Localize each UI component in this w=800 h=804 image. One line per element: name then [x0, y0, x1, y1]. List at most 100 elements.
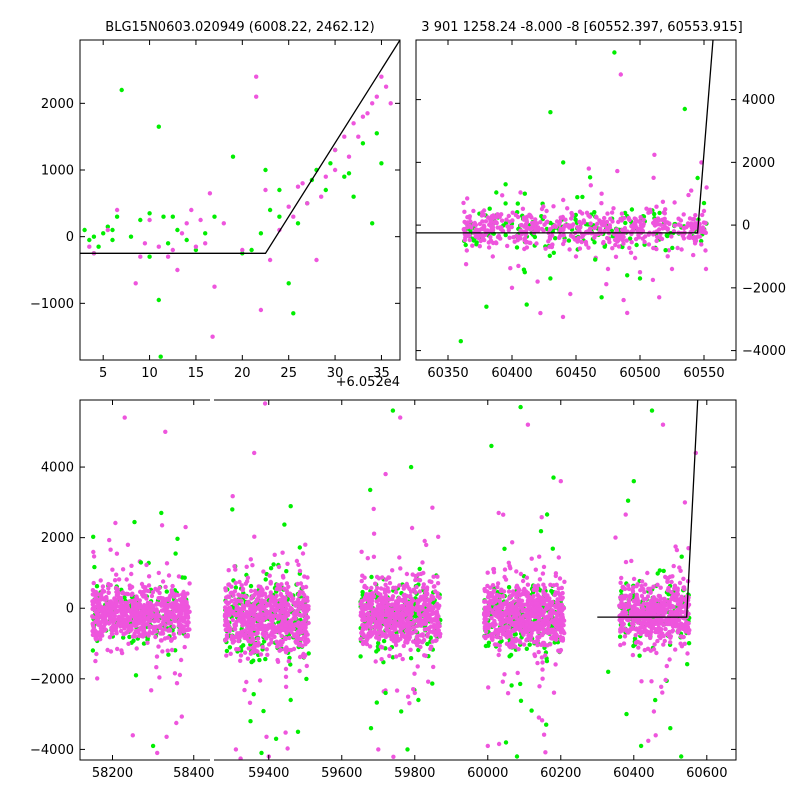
full-cluster-point-magenta — [654, 651, 658, 655]
full-cluster-point-magenta — [405, 572, 409, 576]
full-cluster-point-magenta — [543, 593, 547, 597]
full-cluster-point-magenta — [436, 624, 440, 628]
full-cluster-point-magenta — [524, 623, 528, 627]
full-cluster-point-magenta — [375, 586, 379, 590]
recent-cluster-point-magenta — [636, 227, 640, 231]
full-cluster-point-magenta — [541, 571, 545, 575]
full-cluster-point-green — [257, 658, 261, 662]
full-cluster-point-magenta — [519, 572, 523, 576]
full-cluster-point-magenta — [227, 606, 231, 610]
recent-cluster-point-magenta — [468, 219, 472, 223]
full-cluster-point-magenta — [533, 626, 537, 630]
full-cluster-point-magenta — [511, 629, 515, 633]
recent-cluster-point-magenta — [672, 200, 676, 204]
full-cluster-point-magenta — [164, 735, 168, 739]
full-cluster-point-magenta — [683, 642, 687, 646]
full-cluster-point-magenta — [434, 639, 438, 643]
full-cluster-point-magenta — [558, 593, 562, 597]
zoom-point-green — [159, 355, 163, 359]
full-cluster-point-magenta — [555, 633, 559, 637]
zoom-point-green — [185, 238, 189, 242]
full-cluster-point-green — [175, 537, 179, 541]
full-cluster-point-magenta — [482, 634, 486, 638]
full-cluster-point-magenta — [186, 633, 190, 637]
full-cluster-point-magenta — [560, 597, 564, 601]
recent-cluster-point-green — [588, 175, 592, 179]
full-cluster-point-magenta — [107, 538, 111, 542]
full-cluster-point-magenta — [372, 555, 376, 559]
zoom-point-green — [277, 215, 281, 219]
full-cluster-point-magenta — [372, 609, 376, 613]
full-cluster-point-magenta — [251, 610, 255, 614]
recent-cluster-point-magenta — [661, 200, 665, 204]
full-cluster-point-magenta — [231, 618, 235, 622]
full-cluster-point-magenta — [147, 631, 151, 635]
full-cluster-point-magenta — [410, 526, 414, 530]
full-cluster-point-magenta — [150, 594, 154, 598]
full-cluster-point-magenta — [129, 593, 133, 597]
recent-cluster-point-magenta — [578, 246, 582, 250]
recent-point-green — [599, 295, 603, 299]
recent-cluster-point-magenta — [664, 226, 668, 230]
full-cluster-point-magenta — [92, 581, 96, 585]
recent-point-magenta — [465, 196, 469, 200]
full-cluster-point-green — [653, 698, 657, 702]
zoom-point-green — [161, 215, 165, 219]
recent-cluster-point-magenta — [494, 240, 498, 244]
full-cluster-point-magenta — [537, 635, 541, 639]
full-cluster-point-magenta — [540, 515, 544, 519]
zoom-point-green — [268, 208, 272, 212]
full-cluster-point-magenta — [499, 603, 503, 607]
recent-cluster-point-magenta — [493, 220, 497, 224]
full-cluster-point-magenta — [153, 635, 157, 639]
recent-cluster-point-magenta — [704, 267, 708, 271]
full-cluster-point-magenta — [279, 634, 283, 638]
recent-point-magenta — [535, 279, 539, 283]
zoom-point-green — [120, 88, 124, 92]
full-cluster-point-magenta — [223, 605, 227, 609]
full-cluster-point-magenta — [436, 581, 440, 585]
full-cluster-point-magenta — [407, 701, 411, 705]
full-cluster-point-magenta — [265, 647, 269, 651]
full-cluster-point-magenta — [424, 613, 428, 617]
full-cluster-point-magenta — [108, 548, 112, 552]
full-cluster-point-green — [263, 657, 267, 661]
full-cluster-point-magenta — [284, 685, 288, 689]
full-cluster-point-magenta — [99, 628, 103, 632]
recent-cluster-point-magenta — [542, 223, 546, 227]
recent-model-line — [416, 40, 713, 233]
full-cluster-point-magenta — [538, 577, 542, 581]
full-cluster-point-magenta — [156, 596, 160, 600]
recent-point-green — [548, 110, 552, 114]
full-cluster-point-magenta — [521, 579, 525, 583]
full-cluster-point-magenta — [407, 594, 411, 598]
full-cluster-point-magenta — [665, 664, 669, 668]
full-cluster-point-magenta — [273, 607, 277, 611]
full-cluster-point-magenta — [182, 624, 186, 628]
full-cluster-point-magenta — [373, 582, 377, 586]
zoom-point-green — [277, 188, 281, 192]
full-cluster-point-magenta — [407, 614, 411, 618]
full-cluster-point-magenta — [285, 562, 289, 566]
full-cluster-point-magenta — [306, 615, 310, 619]
full-cluster-point-magenta — [176, 603, 180, 607]
full-cluster-point-magenta — [107, 609, 111, 613]
full-cluster-point-magenta — [511, 604, 515, 608]
full-cluster-point-magenta — [241, 603, 245, 607]
zoom-point-green — [101, 231, 105, 235]
full-cluster-point-magenta — [170, 590, 174, 594]
full-cluster-point-magenta — [555, 583, 559, 587]
recent-point-magenta — [510, 286, 514, 290]
full-cluster-point-magenta — [148, 619, 152, 623]
full-cluster-point-magenta — [167, 627, 171, 631]
full-cluster-point-magenta — [505, 635, 509, 639]
full-cluster-point-green — [487, 641, 491, 645]
full-cluster-point-magenta — [289, 648, 293, 652]
full-cluster-point-magenta — [489, 616, 493, 620]
full-cluster-point-magenta — [223, 623, 227, 627]
zoom-point-green — [147, 211, 151, 215]
full-cluster-point-magenta — [388, 581, 392, 585]
full-cluster-point-magenta — [516, 671, 520, 675]
recent-point-green — [523, 270, 527, 274]
recent-cluster-point-magenta — [534, 241, 538, 245]
